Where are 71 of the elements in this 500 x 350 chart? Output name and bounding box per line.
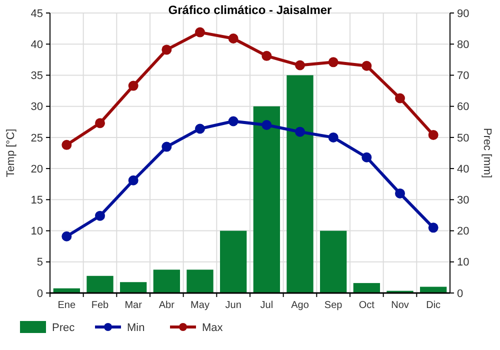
y-tick-label: 20 [30,163,43,176]
x-tick-label: Jul [260,300,274,311]
y-tick-label: 25 [30,132,43,144]
point [362,152,372,162]
y2-tick-label: 10 [457,256,470,269]
y2-tick-label: 0 [457,288,464,300]
point [195,124,205,134]
y-tick-label: 40 [30,38,43,51]
x-tick-label: Feb [91,300,110,311]
x-tick-label: Nov [391,300,409,311]
bar [120,282,147,293]
point [228,116,238,126]
bar [220,230,247,293]
point [428,222,438,233]
y2-axis-title: Prec [mm] [481,128,493,178]
y-tick-label: 5 [36,256,43,269]
y2-tick-label: 90 [457,8,470,20]
point [95,210,105,221]
point [328,57,338,68]
point [195,27,205,38]
point [395,93,405,104]
point [162,142,172,152]
bar [186,270,214,293]
point [295,60,305,70]
x-tick-label: Abr [158,300,176,311]
bar [320,230,347,293]
y2-tick-label: 40 [457,163,470,176]
point [162,44,172,55]
y-tick-label: 30 [30,101,43,114]
x-tick-label: Mar [124,300,143,311]
point [395,188,405,198]
x-tick-label: Dic [426,300,441,311]
point [362,60,372,71]
y2-tick-label: 60 [457,101,470,114]
legend-label: Min [127,322,145,334]
legend-label: Max [202,322,224,334]
point [62,231,72,242]
y-axis-title: Temp [°C] [5,128,17,178]
y2-tick-label: 20 [457,226,470,238]
y2-tick-label: 30 [457,194,470,207]
bar [286,75,314,293]
y-tick-label: 10 [30,226,43,238]
point [328,132,338,142]
x-tick-label: Oct [358,300,375,311]
x-tick-label: Sep [324,300,343,311]
point [95,118,105,128]
y-tick-label: 35 [30,70,43,82]
y-tick-label: 15 [30,194,43,207]
point [295,126,305,137]
bar [86,276,114,293]
y2-tick-label: 80 [457,38,470,51]
x-tick-label: Jun [225,300,242,311]
chart-title: Gráfico climático - Jaisalmer [168,3,332,18]
point [228,34,238,44]
y-tick-label: 45 [30,8,43,20]
y-tick-label: 0 [36,288,43,300]
point [62,140,72,150]
y2-tick-label: 50 [457,132,470,144]
y2-tick-label: 70 [457,70,470,82]
x-tick-label: May [190,300,210,311]
point [128,80,138,91]
bar [353,283,380,293]
bar [153,270,180,293]
x-tick-label: Ene [58,300,76,311]
point [262,120,272,130]
x-tick-label: Ago [291,300,310,311]
point [262,50,272,61]
bar [253,106,280,293]
point [428,130,438,140]
point [128,175,138,186]
legend-label: Prec [52,322,76,334]
